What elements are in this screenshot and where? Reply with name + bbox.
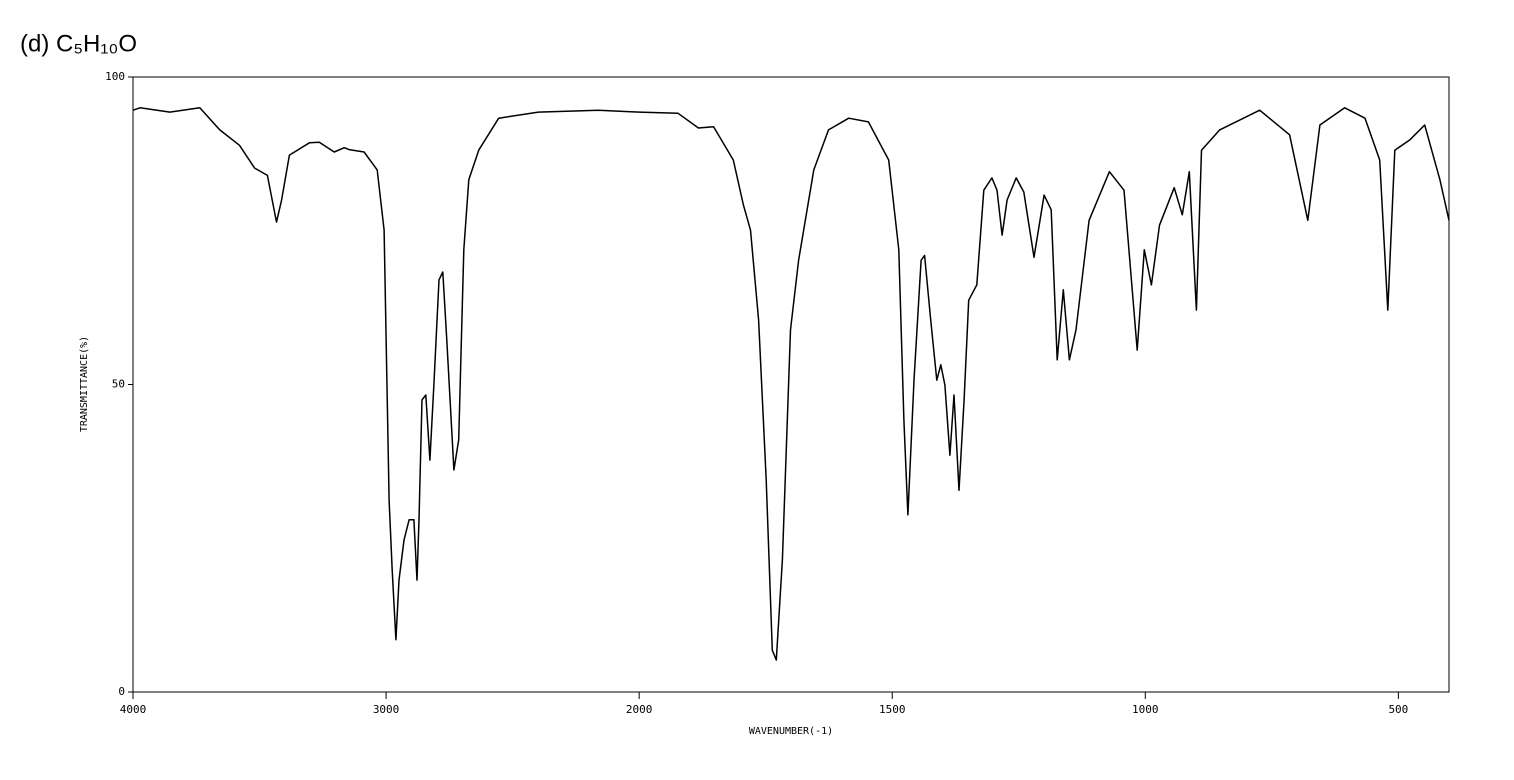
x-tick-label: 4000: [120, 703, 147, 716]
x-axis-label: WAVENUMBER(-1): [749, 726, 833, 737]
y-tick-label: 100: [105, 70, 125, 83]
x-tick-label: 500: [1388, 703, 1408, 716]
x-tick-label: 2000: [626, 703, 653, 716]
x-tick-label: 3000: [373, 703, 400, 716]
x-tick-label: 1000: [1132, 703, 1159, 716]
plot-frame: [132, 76, 1450, 693]
y-tick-label: 50: [112, 378, 125, 391]
x-tick-label: 1500: [879, 703, 906, 716]
y-tick-label: 0: [118, 685, 125, 698]
spectrum-line: [132, 107, 1450, 661]
chart-title: (d) C₅H₁₀O: [20, 30, 137, 57]
y-axis-label: TRANSMITTANCE(%): [79, 336, 90, 432]
